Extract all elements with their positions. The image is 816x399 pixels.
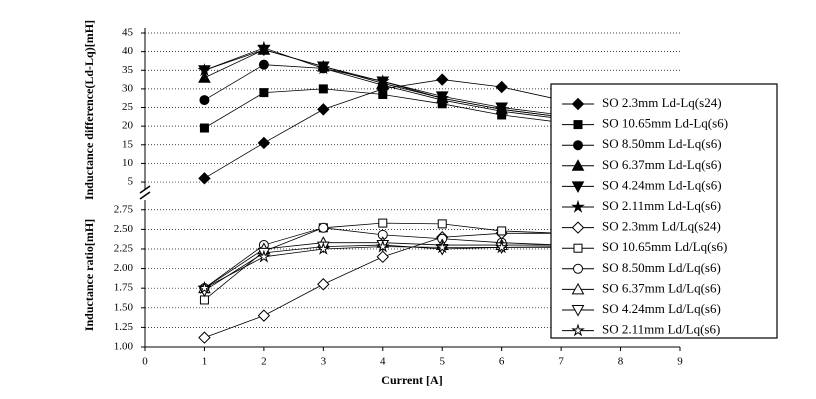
y-tick-label: 30 xyxy=(122,82,134,94)
x-tick-label: 7 xyxy=(558,356,564,368)
marker xyxy=(197,63,212,77)
y-tick-label: 1.50 xyxy=(114,301,134,313)
legend-label: SO 6.37mm Ld-Lq(s6) xyxy=(602,157,722,172)
marker xyxy=(317,278,330,291)
x-tick-label: 2 xyxy=(261,356,267,368)
marker xyxy=(375,74,390,88)
legend-label: SO 10.65mm Ld/Lq(s6) xyxy=(602,239,727,254)
legend-label: SO 10.65mm Ld-Lq(s6) xyxy=(602,116,728,131)
y-axis-label: Inductance difference(Ld-Lq)[mH] xyxy=(82,20,96,200)
legend-marker xyxy=(571,305,585,317)
marker xyxy=(199,295,209,305)
marker xyxy=(435,240,450,254)
x-tick-label: 8 xyxy=(618,356,624,368)
legend-label: SO 2.11mm Ld-Lq(s6) xyxy=(602,198,721,213)
y-tick-label: 1.25 xyxy=(114,321,134,333)
marker xyxy=(198,172,211,185)
y-tick-label: 10 xyxy=(122,157,134,169)
marker xyxy=(494,240,509,254)
legend-marker xyxy=(573,120,583,130)
marker xyxy=(257,309,271,322)
marker xyxy=(199,123,209,133)
y-tick-label: 25 xyxy=(122,101,134,113)
legend-marker xyxy=(571,97,585,111)
marker xyxy=(316,61,331,75)
legend-label: SO 2.3mm Ld/Lq(s24) xyxy=(602,219,721,234)
legend-marker xyxy=(573,263,583,274)
x-tick-label: 1 xyxy=(202,356,208,368)
marker xyxy=(437,219,447,229)
x-tick-label: 3 xyxy=(321,356,327,368)
marker xyxy=(378,89,388,99)
marker xyxy=(436,73,449,86)
legend-marker xyxy=(571,159,585,171)
y-tick-label: 15 xyxy=(122,138,134,150)
y-tick-label: 2.00 xyxy=(114,262,134,274)
legend-label: SO 8.50mm Ld/Lq(s6) xyxy=(602,260,721,275)
marker xyxy=(317,103,330,116)
y-tick-label: 20 xyxy=(122,120,134,132)
legend-label: SO 6.37mm Ld/Lq(s6) xyxy=(602,280,721,295)
marker xyxy=(257,40,271,54)
marker xyxy=(318,84,328,94)
legend-marker xyxy=(573,243,583,253)
y-tick-label: 1.75 xyxy=(114,282,134,294)
y-tick-label: 1.00 xyxy=(114,341,134,353)
marker xyxy=(376,250,389,264)
marker xyxy=(378,218,388,228)
x-tick-label: 9 xyxy=(677,356,683,368)
legend-label: SO 4.24mm Ld/Lq(s6) xyxy=(602,301,721,316)
legend-label: SO 4.24mm Ld-Lq(s6) xyxy=(602,177,722,192)
y-tick-label: 40 xyxy=(122,45,134,57)
marker xyxy=(494,102,509,116)
legend-label: SO 2.3mm Ld-Lq(s24) xyxy=(602,95,722,110)
legend-marker xyxy=(573,140,583,151)
x-tick-label: 0 xyxy=(142,356,148,368)
x-tick-label: 5 xyxy=(439,356,445,368)
axis-break xyxy=(139,185,151,194)
legend-label: SO 2.11mm Ld/Lq(s6) xyxy=(602,322,720,337)
legend-label: SO 8.50mm Ld-Lq(s6) xyxy=(602,136,722,151)
marker xyxy=(199,95,210,106)
marker xyxy=(497,226,507,236)
marker xyxy=(318,222,329,233)
marker xyxy=(495,80,508,94)
marker xyxy=(198,71,211,83)
marker xyxy=(258,59,269,70)
legend-marker xyxy=(571,221,585,234)
y-tick-label: 35 xyxy=(122,64,134,76)
marker xyxy=(435,91,450,105)
y-tick-label: 2.25 xyxy=(114,243,134,255)
legend-marker xyxy=(571,323,585,337)
x-tick-label: 6 xyxy=(499,356,505,368)
legend-marker xyxy=(571,282,585,295)
legend xyxy=(550,83,778,339)
marker xyxy=(259,88,269,98)
y-tick-label: 45 xyxy=(122,27,134,39)
y-axis-label: Inductance ratio[mH] xyxy=(82,219,96,331)
marker xyxy=(198,331,211,344)
axis-break xyxy=(139,191,151,200)
x-tick-label: 4 xyxy=(380,356,386,368)
marker xyxy=(257,249,271,263)
marker xyxy=(257,136,271,150)
marker xyxy=(197,280,212,295)
y-tick-label: 5 xyxy=(128,176,134,188)
y-tick-label: 2.75 xyxy=(114,203,134,215)
legend-marker xyxy=(571,181,585,193)
legend-marker xyxy=(571,199,585,213)
x-axis-label: Current [A] xyxy=(381,373,442,387)
marker xyxy=(316,241,331,255)
y-tick-label: 2.50 xyxy=(114,223,134,235)
marker xyxy=(375,239,390,253)
